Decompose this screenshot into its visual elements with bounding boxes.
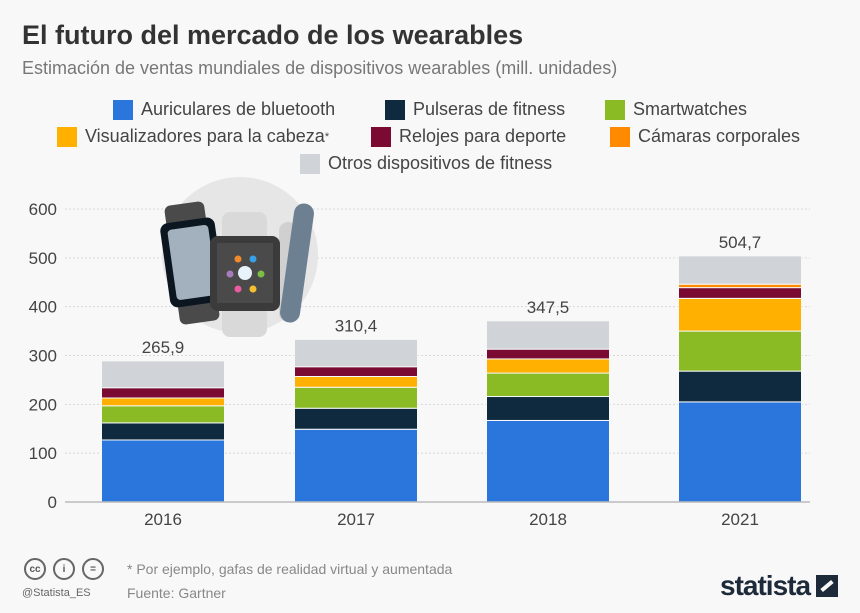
bar-segment [101, 360, 225, 389]
x-tick-label: 2016 [144, 510, 182, 529]
bar-segment [101, 405, 225, 424]
bar-segment [678, 370, 802, 403]
x-tick-label: 2018 [529, 510, 567, 529]
x-tick-label: 2017 [337, 510, 375, 529]
bar-segment [101, 439, 225, 503]
total-label: 347,5 [527, 298, 570, 317]
bar-segment [486, 396, 610, 421]
bar-segment [101, 422, 225, 441]
legend-item: Relojes para deporte [371, 126, 566, 147]
logo-text: statista [720, 570, 811, 601]
bars [101, 255, 802, 503]
legend-item: Visualizadores para la cabeza * [57, 126, 329, 147]
legend-label: Auriculares de bluetooth [141, 99, 336, 119]
chart-title: El futuro del mercado de los wearables [22, 20, 524, 50]
legend-label: Otros dispositivos de fitness [328, 153, 553, 173]
total-label: 504,7 [719, 233, 762, 252]
stacked-bar-chart: 0 100 200 300 400 500 600 265,9 2016 310,4 2017 347… [29, 177, 810, 529]
legend-swatch [113, 99, 133, 120]
twitter-handle: @Statista_ES [22, 587, 91, 599]
y-tick-label: 300 [29, 347, 57, 366]
bar-segment [101, 387, 225, 399]
wearables-illustration [160, 177, 318, 337]
cc-license-icon: cc [24, 558, 46, 580]
x-tick-label: 2021 [721, 510, 759, 529]
bar-segment [486, 358, 610, 374]
legend-label: Visualizadores para la cabeza [85, 126, 325, 146]
bar-segment [678, 297, 802, 332]
bar-segment [486, 372, 610, 398]
bar-segment [678, 401, 802, 503]
legend-swatch [57, 126, 77, 147]
total-label: 265,9 [142, 338, 185, 357]
legend-item: Otros dispositivos de fitness [300, 153, 552, 174]
bar-segment [294, 375, 418, 388]
bar-segment [294, 366, 418, 377]
legend-swatch [610, 126, 630, 147]
legend-swatch [371, 126, 391, 147]
legend-label: Cámaras corporales [638, 126, 801, 146]
chart-subtitle: Estimación de ventas mundiales de dispos… [22, 58, 618, 78]
legend-item: Cámaras corporales [610, 126, 800, 147]
bar-segment [678, 255, 802, 285]
bar-segment [678, 330, 802, 372]
total-label: 310,4 [335, 316, 378, 335]
legend-label: Relojes para deporte [399, 126, 567, 146]
legend-item: Auriculares de bluetooth [113, 99, 335, 120]
y-tick-label: 200 [29, 395, 57, 414]
legend-item: Pulseras de fitness [385, 99, 565, 120]
bar-segment [294, 407, 418, 430]
y-tick-label: 400 [29, 298, 57, 317]
bar-segment [294, 386, 418, 409]
bar-segment [486, 320, 610, 350]
bar-segment [678, 283, 802, 289]
y-tick-label: 600 [29, 200, 57, 219]
bar-segment [294, 338, 418, 368]
footnote: * Por ejemplo, gafas de realidad virtual… [127, 561, 453, 577]
statista-logo[interactable]: statista [720, 570, 839, 602]
legend-label: Pulseras de fitness [413, 99, 566, 119]
bar-segment [486, 348, 610, 360]
legend-swatch [385, 99, 405, 120]
legend-item: Smartwatches [605, 99, 747, 120]
y-tick-label: 0 [48, 493, 57, 512]
statista-mark-icon [816, 575, 839, 597]
y-tick-label: 100 [29, 444, 57, 463]
attribution-icon: i [53, 558, 75, 580]
legend-swatch [300, 153, 320, 174]
bar-segment [101, 397, 225, 407]
bar-segment [486, 419, 610, 503]
bar-segment [294, 428, 418, 503]
legend-footnote-mark: * [324, 130, 330, 143]
legend-swatch [605, 99, 625, 120]
y-tick-label: 500 [29, 249, 57, 268]
source: Fuente: Gartner [127, 585, 226, 601]
bar-segment [678, 287, 802, 299]
no-derivatives-icon: = [82, 558, 104, 580]
legend-label: Smartwatches [633, 99, 748, 119]
